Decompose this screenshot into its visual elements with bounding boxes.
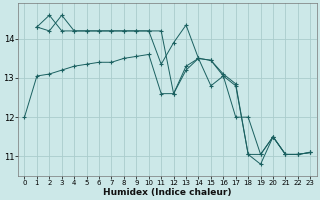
X-axis label: Humidex (Indice chaleur): Humidex (Indice chaleur) — [103, 188, 232, 197]
